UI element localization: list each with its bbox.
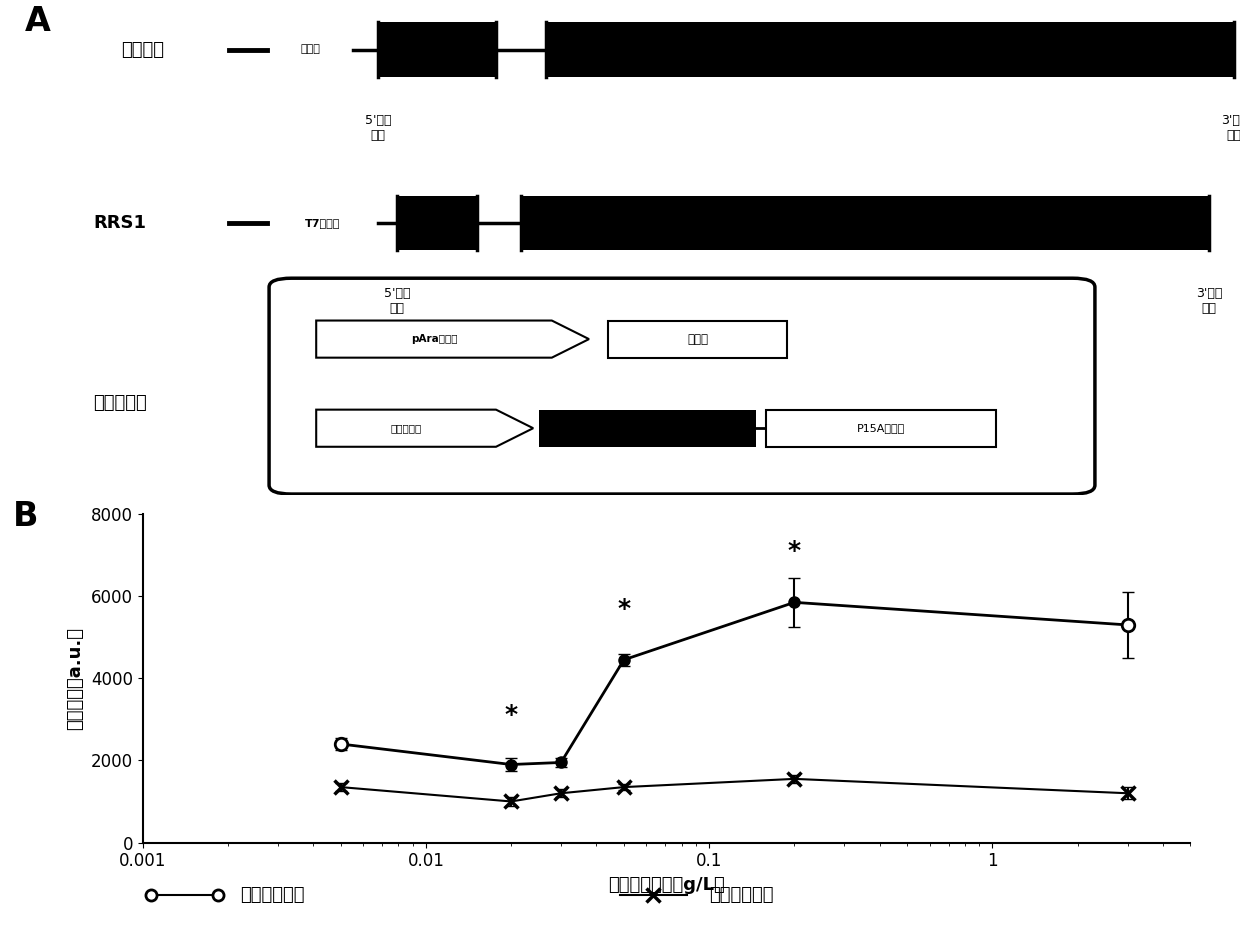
- Text: *: *: [505, 704, 518, 727]
- Text: 3'接头
序列: 3'接头 序列: [1220, 114, 1240, 142]
- Text: *: *: [787, 539, 801, 563]
- Bar: [546, 22, 1234, 77]
- Text: 复制酶: 复制酶: [687, 332, 708, 346]
- Text: 5'接头
序列: 5'接头 序列: [383, 288, 410, 315]
- X-axis label: 阿拉伯糖浓度（g/L）: 阿拉伯糖浓度（g/L）: [608, 876, 725, 894]
- Text: 启动子: 启动子: [300, 45, 320, 54]
- Text: 无复制酵质粒: 无复制酵质粒: [709, 886, 774, 904]
- Text: RRS1: RRS1: [93, 214, 146, 231]
- Text: A: A: [25, 5, 51, 38]
- Bar: [521, 195, 1209, 250]
- Text: P15A复制子: P15A复制子: [857, 424, 905, 433]
- Text: *: *: [618, 597, 630, 621]
- Text: B: B: [12, 500, 38, 533]
- Text: 抗性启动子: 抗性启动子: [391, 424, 422, 433]
- Polygon shape: [316, 321, 589, 358]
- Polygon shape: [316, 409, 533, 446]
- Bar: [608, 321, 787, 358]
- Text: pAra启动子: pAra启动子: [410, 334, 458, 344]
- Text: 复制系统: 复制系统: [122, 41, 164, 58]
- Text: 5'接头
序列: 5'接头 序列: [365, 114, 392, 142]
- Text: T7启动子: T7启动子: [305, 218, 340, 228]
- Y-axis label: 荆光强度（a.u.）: 荆光强度（a.u.）: [66, 626, 84, 730]
- Bar: [378, 22, 496, 77]
- Text: 3'接头
序列: 3'接头 序列: [1195, 288, 1223, 315]
- Text: 复制酶质粒: 复制酶质粒: [93, 394, 146, 412]
- Bar: [766, 409, 996, 446]
- Bar: [539, 409, 756, 446]
- Text: 有复制酵质粒: 有复制酵质粒: [241, 886, 305, 904]
- Bar: [397, 195, 477, 250]
